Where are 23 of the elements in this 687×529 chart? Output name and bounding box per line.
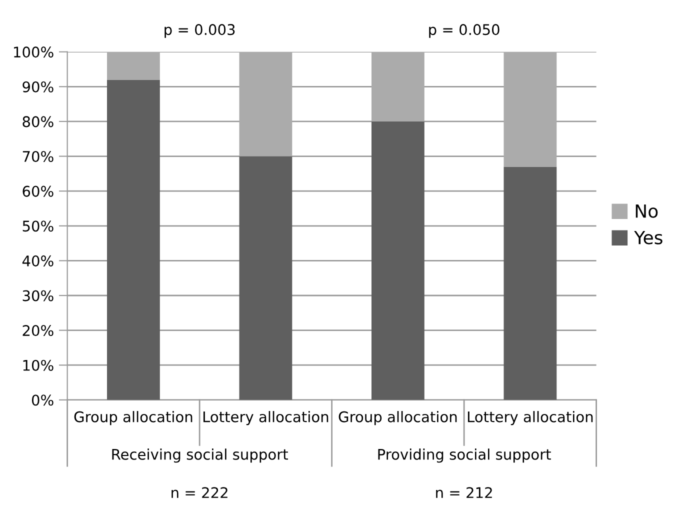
x-tick-label: Group allocation (338, 411, 457, 426)
y-tick-label: 40% (22, 255, 54, 266)
y-tick-label: 30% (22, 290, 54, 302)
legend-label: Yes (634, 230, 662, 244)
y-tick-label: 90% (22, 81, 54, 92)
y-tick-label: 20% (22, 325, 54, 336)
y-tick-label: 60% (22, 186, 54, 197)
y-tick-label: 0% (32, 394, 54, 406)
text: n = 222 (172, 487, 228, 498)
x-tick-label: Lottery allocation (468, 411, 593, 426)
text: p = 0.003 (164, 24, 235, 38)
x-tick-label: Group allocation (74, 411, 192, 426)
legend-label: No (636, 204, 658, 218)
y-tick-label: 70% (22, 150, 54, 162)
y-tick-label: 50% (22, 220, 54, 232)
text: n = 212 (436, 487, 492, 498)
y-tick-label: 10% (23, 360, 54, 371)
y-tick-label: 100% (14, 46, 54, 58)
y-tick-label: 80% (22, 116, 54, 128)
x-tick-label: Lottery allocation (203, 411, 328, 426)
text: Receiving social support (112, 448, 288, 463)
text: p = 0.050 (429, 24, 500, 38)
text: Providing social support (378, 448, 551, 463)
